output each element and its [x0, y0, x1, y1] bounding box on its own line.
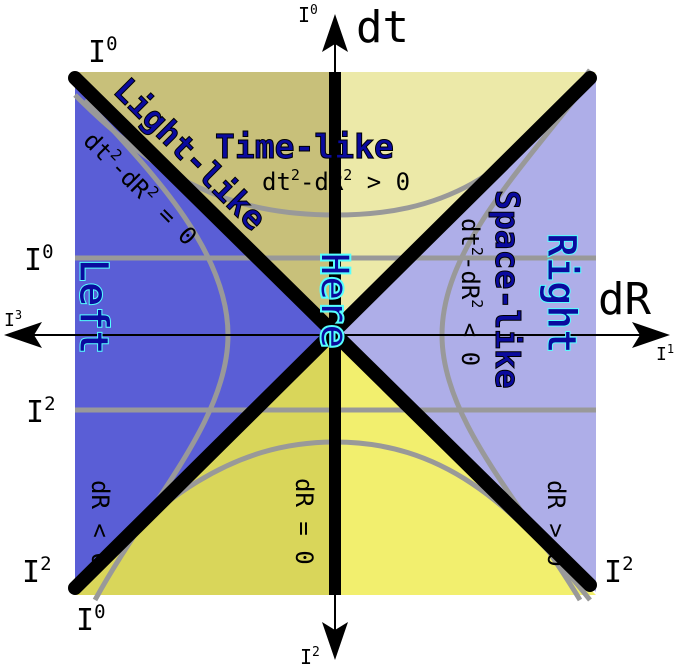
i3-left-label: I3 [4, 308, 22, 331]
horizontal-axis-arrow-right [632, 322, 670, 348]
time-like-label: Time-like [215, 127, 394, 166]
time-like-condition: dt2-dR2 > 0 [262, 166, 410, 196]
dt-axis-label: dt [356, 2, 409, 53]
dr-positive-condition: dR > 0 [542, 480, 570, 567]
i2-bottom-left-label: I2 [22, 553, 52, 590]
i2-mid-left-label: I2 [26, 393, 56, 430]
i0-top-left-label: I0 [88, 33, 118, 70]
right-label: Right [538, 233, 584, 353]
horizontal-axis-arrow-left [4, 322, 42, 348]
i0-mid-left-label: I0 [24, 241, 54, 278]
vertical-axis-arrow-up [322, 14, 348, 52]
here-label: Here [311, 252, 357, 348]
i0-bottom-left-label: I0 [76, 601, 106, 638]
i1-right-label: I1 [656, 342, 674, 365]
i2-bottom-right-label: I2 [604, 553, 634, 590]
dr-negative-condition: dR < 0 [86, 480, 114, 567]
dr-zero-condition: dR = 0 [290, 478, 318, 565]
space-like-label: Space-like [488, 190, 527, 389]
dr-axis-label: dR [598, 274, 651, 325]
left-label: Left [70, 258, 116, 354]
vertical-axis-arrow-down [322, 622, 348, 660]
i2-bottom-axis-label: I2 [300, 645, 320, 669]
i0-top-axis-label: I0 [298, 3, 318, 27]
space-like-condition: dt2-dR2 < 0 [456, 218, 486, 366]
